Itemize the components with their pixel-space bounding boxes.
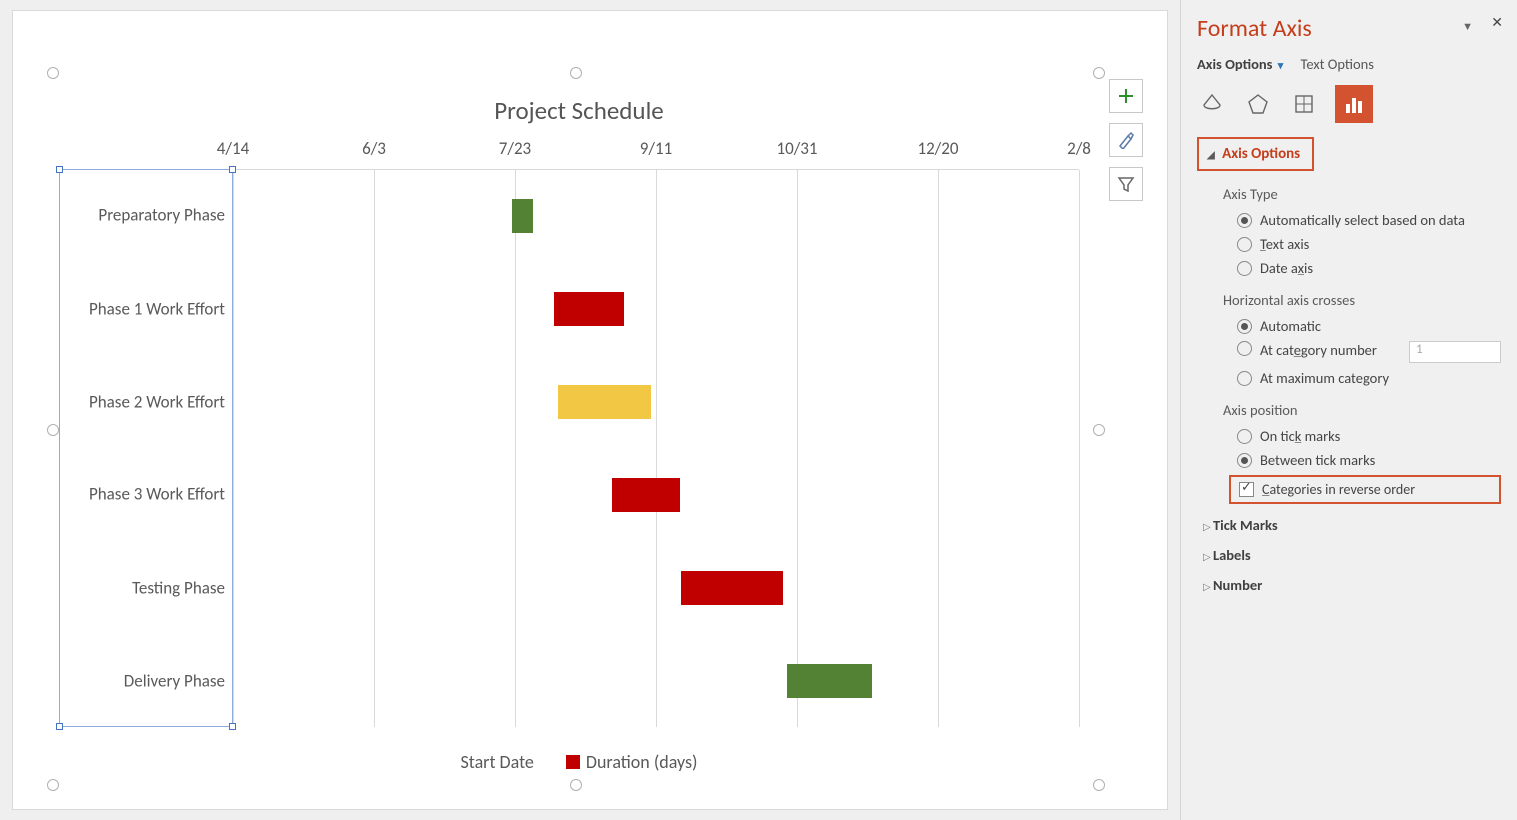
gridline [656,170,657,727]
x-tick-label: 2/8 [1067,138,1091,159]
selection-handle[interactable] [1093,424,1105,436]
section-labels[interactable]: Labels [1203,546,1501,564]
panel-options-dropdown[interactable]: ▼ [1462,20,1473,33]
radio-icon [1237,341,1252,356]
legend-label: Start Date [460,751,533,773]
axis-options-icon[interactable] [1335,85,1373,123]
radio-icon [1237,237,1252,252]
radio-axis-type-date[interactable]: Date axis [1237,259,1501,277]
radio-label: Date axis [1260,259,1313,277]
radio-icon [1237,213,1252,228]
gridline [938,170,939,727]
chart-title[interactable]: Project Schedule [59,95,1099,126]
radio-icon [1237,371,1252,386]
selection-handle[interactable] [47,67,59,79]
x-tick-label: 4/14 [217,138,249,159]
gridline [374,170,375,727]
group-axis-type: Axis Type [1223,185,1501,203]
selection-handle[interactable] [1093,779,1105,791]
section-tick-marks[interactable]: Tick Marks [1203,516,1501,534]
gridline [515,170,516,727]
selection-handle[interactable] [570,67,582,79]
checkbox-icon [1239,482,1254,497]
section-axis-options[interactable]: ◢ Axis Options [1197,137,1314,171]
chart-object[interactable]: Project Schedule 4/146/37/239/1110/3112/… [59,79,1099,779]
gridline [1079,170,1080,727]
tab-text-options[interactable]: Text Options [1301,55,1374,73]
legend-label: Duration (days) [586,751,698,773]
expand-triangle-icon: ◢ [1207,148,1215,161]
radio-axis-type-text[interactable]: Text axis [1237,235,1501,253]
radio-label: At maximum category [1260,369,1389,387]
y-tick-label: Delivery Phase [59,670,225,691]
gridline [233,170,234,727]
tab-axis-options-label: Axis Options [1197,55,1272,73]
chart-elements-button[interactable] [1109,79,1143,113]
selection-handle[interactable] [47,424,59,436]
chevron-down-icon: ▾ [1278,59,1284,72]
radio-label: Text axis [1260,235,1309,253]
radio-label: Automatically select based on data [1260,211,1465,229]
legend-swatch [566,755,580,769]
radio-hcross-at-category[interactable]: At category number 1 [1237,341,1501,363]
gantt-bar[interactable] [681,571,783,605]
gantt-bar[interactable] [787,664,872,698]
size-properties-icon[interactable] [1289,89,1319,119]
selection-handle[interactable] [570,779,582,791]
effects-icon[interactable] [1243,89,1273,119]
y-tick-label: Phase 1 Work Effort [59,298,225,319]
x-tick-label: 12/20 [917,138,958,159]
gantt-bar[interactable] [612,478,680,512]
x-tick-label: 6/3 [362,138,386,159]
radio-label: At category number [1260,341,1380,359]
x-tick-label: 7/23 [499,138,531,159]
gantt-bar[interactable] [512,199,533,233]
chart-styles-button[interactable] [1109,123,1143,157]
radio-icon [1237,319,1252,334]
radio-label: Automatic [1260,317,1321,335]
y-tick-label: Phase 3 Work Effort [59,484,225,505]
radio-label: On tick marks [1260,427,1340,445]
group-axis-position: Axis position [1223,401,1501,419]
radio-hcross-at-max[interactable]: At maximum category [1237,369,1501,387]
checkbox-label: Categories in reverse order [1262,481,1415,498]
radio-axispos-on[interactable]: On tick marks [1237,427,1501,445]
vertical-axis[interactable]: Preparatory Phase Phase 1 Work Effort Phas… [59,169,233,727]
radio-icon [1237,453,1252,468]
check-reverse-order[interactable]: Categories in reverse order [1229,475,1501,504]
chart-filters-button[interactable] [1109,167,1143,201]
radio-icon [1237,429,1252,444]
x-tick-label: 9/11 [640,138,672,159]
section-axis-options-label: Axis Options [1222,145,1300,163]
legend-item[interactable]: Duration (days) [566,751,698,773]
radio-axispos-between[interactable]: Between tick marks [1237,451,1501,469]
selection-handle[interactable] [47,779,59,791]
selection-handle[interactable] [1093,67,1105,79]
group-horizontal-crosses: Horizontal axis crosses [1223,291,1501,309]
radio-icon [1237,261,1252,276]
legend-item[interactable]: Start Date [460,751,533,773]
radio-label: Between tick marks [1260,451,1375,469]
plot-area[interactable]: 4/146/37/239/1110/3112/202/8 [233,169,1079,727]
y-tick-label: Preparatory Phase [59,205,225,226]
section-number[interactable]: Number [1203,576,1501,594]
gantt-bar[interactable] [558,385,651,419]
format-axis-panel: ▼ ✕ Format Axis Axis Options ▾ Text Opti… [1180,0,1517,820]
x-tick-label: 10/31 [777,138,818,159]
y-tick-label: Phase 2 Work Effort [59,391,225,412]
radio-axis-type-auto[interactable]: Automatically select based on data [1237,211,1501,229]
panel-title: Format Axis [1197,14,1501,43]
chart-legend[interactable]: Start Date Duration (days) [59,751,1099,773]
close-icon[interactable]: ✕ [1491,14,1503,31]
tab-axis-options[interactable]: Axis Options ▾ [1197,55,1287,73]
radio-hcross-auto[interactable]: Automatic [1237,317,1501,335]
gridline [797,170,798,727]
gantt-bar[interactable] [554,292,623,326]
y-tick-label: Testing Phase [59,577,225,598]
fill-line-icon[interactable] [1197,89,1227,119]
category-number-input[interactable]: 1 [1409,341,1501,363]
